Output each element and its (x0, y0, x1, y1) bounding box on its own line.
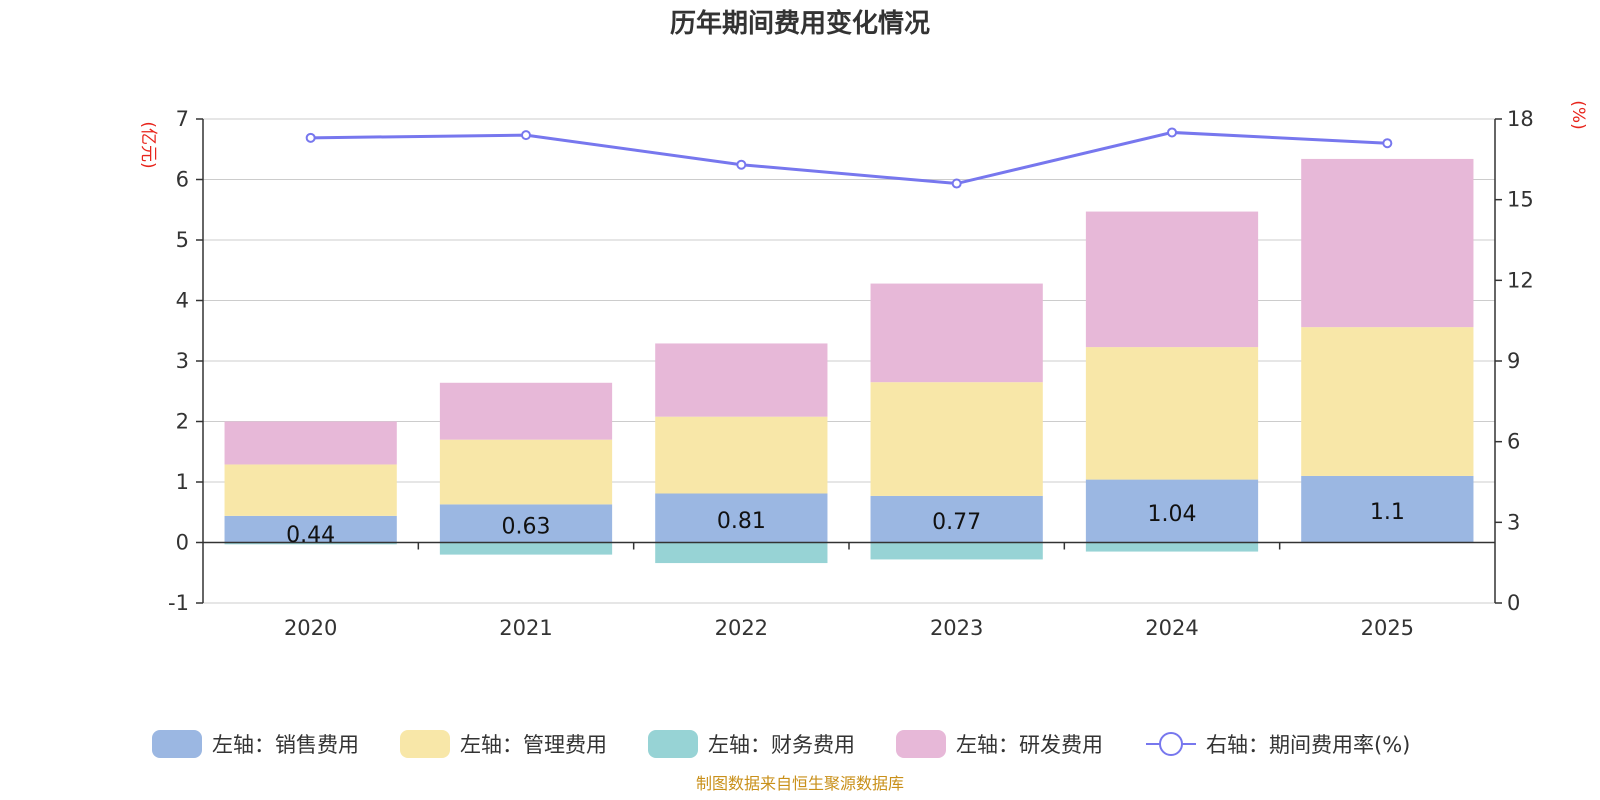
sales-data-label: 0.44 (286, 523, 335, 548)
right-axis-tick-label: 6 (1507, 430, 1520, 454)
sales-data-label: 1.04 (1148, 502, 1197, 527)
left-axis-tick-label: 3 (176, 349, 189, 373)
x-axis-tick-label: 2023 (930, 616, 983, 640)
rate-point (736, 159, 747, 170)
right-axis-unit: (%) (1568, 100, 1588, 129)
chart-title: 历年期间费用变化情况 (670, 8, 930, 39)
legend-swatch (896, 730, 946, 758)
bar-segment (1085, 542, 1259, 552)
bar-series (224, 158, 1474, 564)
rate-point (521, 130, 531, 141)
rate-point (305, 132, 316, 143)
x-axis-tick-label: 2025 (1361, 616, 1414, 640)
x-axis-tick-label: 2021 (499, 616, 552, 640)
bar-segment (655, 493, 828, 543)
right-axis-tick-label: 9 (1507, 349, 1520, 373)
bar-segment (1301, 158, 1474, 328)
legend-label: 左轴：管理费用 (460, 733, 607, 757)
legend: 左轴：销售费用 左轴：管理费用 左轴：财务费用 左轴：研发费用 右轴：期间费用率(%) (152, 730, 1410, 758)
left-axis-tick-label: 5 (176, 228, 189, 252)
bar-segment (870, 283, 1043, 383)
left-axis-tick-label: 7 (176, 107, 189, 131)
right-axis-tick-label: 3 (1507, 510, 1520, 534)
legend-swatch-marker (1159, 732, 1183, 756)
bar-segment (224, 464, 397, 516)
bar-segment (1085, 211, 1259, 348)
bar-segment (655, 416, 828, 494)
bar-segment (1085, 347, 1259, 480)
right-axis-tick-label: 15 (1507, 188, 1534, 212)
left-axis-tick-label: 1 (176, 470, 189, 494)
bar-segment (870, 542, 1043, 560)
bar-segment (655, 343, 828, 417)
rate-point (1382, 138, 1393, 149)
sales-data-label: 0.81 (717, 509, 766, 534)
right-axis-tick-label: 18 (1507, 107, 1534, 131)
source-note: 制图数据来自恒生聚源数据库 (696, 774, 904, 793)
rate-point (951, 178, 962, 189)
bar-segment (439, 542, 613, 555)
bar-segment (655, 542, 828, 564)
legend-label: 右轴：期间费用率(%) (1206, 733, 1410, 757)
right-axis-tick-label: 12 (1507, 268, 1534, 292)
left-axis-tick-label: 6 (176, 168, 189, 192)
legend-swatch (152, 730, 202, 758)
legend-label: 左轴：销售费用 (212, 733, 359, 757)
data-labels: 0.44 0.63 0.81 0.77 1.04 1.1 (286, 500, 1405, 548)
sales-data-label: 1.1 (1370, 500, 1405, 525)
bar-segment (224, 421, 397, 465)
left-axis-unit: (亿元) (138, 121, 158, 168)
left-axis-tick-label: -1 (168, 591, 189, 615)
bar-segment (1301, 475, 1474, 543)
legend-swatch (400, 730, 450, 758)
x-axis-tick-label: 2022 (715, 616, 768, 640)
rate-point (1167, 127, 1177, 138)
bar-segment (439, 439, 613, 505)
legend-label: 左轴：财务费用 (708, 733, 855, 757)
bar-segment (224, 542, 397, 545)
sales-data-label: 0.63 (502, 514, 551, 539)
bar-segment (439, 504, 613, 543)
bar-segment (1301, 327, 1474, 476)
left-axis-tick-label: 4 (176, 289, 189, 313)
left-axis-tick-label: 0 (176, 531, 189, 555)
left-axis-tick-label: 2 (176, 410, 189, 434)
bar-segment (870, 495, 1043, 543)
bar-segment (439, 382, 613, 440)
bar-segment (870, 382, 1043, 496)
legend-swatch (648, 730, 698, 758)
sales-data-label: 0.77 (932, 510, 981, 535)
bar-segment (224, 515, 397, 543)
x-axis-tick-label: 2020 (284, 616, 337, 640)
rate-line (310, 130, 1388, 186)
x-axis-tick-label: 2024 (1145, 616, 1198, 640)
bar-segment (1085, 479, 1259, 543)
legend-label: 左轴：研发费用 (956, 733, 1103, 757)
line-series (305, 127, 1393, 189)
right-axis-tick-label: 0 (1507, 591, 1520, 615)
